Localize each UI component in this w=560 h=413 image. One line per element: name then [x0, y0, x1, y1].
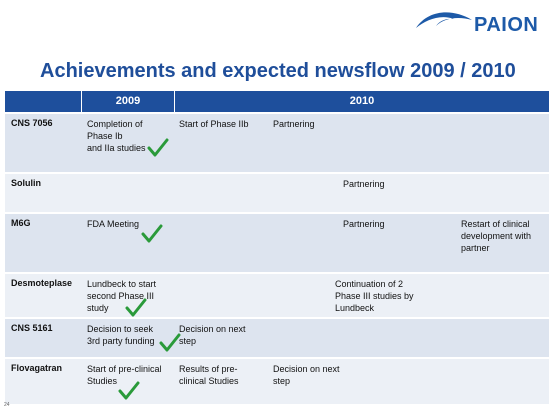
milestone-text: Partnering — [343, 218, 385, 230]
milestone-line: clinical Studies — [179, 376, 239, 386]
row-label: CNS 7056 — [11, 118, 53, 128]
header-2010: 2010 — [175, 91, 549, 112]
milestone-line: Partnering — [343, 219, 385, 229]
milestone-line: step — [179, 336, 197, 346]
table-row: Flovagatran Start of pre-clinical Studies R… — [5, 359, 549, 404]
check-icon — [118, 381, 140, 400]
check-icon — [141, 224, 163, 243]
milestone-text: Decision on next step — [273, 363, 340, 387]
milestone-line: partner — [461, 243, 490, 253]
milestone-text: FDA Meeting — [87, 218, 139, 230]
page-title: Achievements and expected newsflow 2009 … — [40, 60, 516, 82]
milestone-text: Completion of Phase Ib and IIa studies — [87, 118, 146, 154]
milestone-line: Completion of — [87, 119, 143, 129]
header-blank — [5, 91, 81, 112]
table-row: M6G FDA Meeting Partnering Restart of clini… — [5, 214, 549, 272]
milestone-text: Start of Phase IIb — [179, 118, 249, 130]
newsflow-table: 2009 2010 CNS 7056 Completion of Phase Ib a… — [5, 91, 549, 404]
milestone-text: Continuation of 2 Phase III studies by Lun… — [335, 278, 414, 314]
milestone-text: Decision to seek 3rd party funding — [87, 323, 155, 347]
table-row: CNS 7056 Completion of Phase Ib and IIa stu… — [5, 114, 549, 172]
milestone-text: Lundbeck to start second Phase III study — [87, 278, 156, 314]
milestone-line: Start of pre-clinical — [87, 364, 162, 374]
row-label: Flovagatran — [11, 363, 63, 373]
row-label: Solulin — [11, 178, 41, 188]
milestone-line: Phase III studies by — [335, 291, 414, 301]
row-label: CNS 5161 — [11, 323, 53, 333]
milestone-text: Restart of clinical development with partn… — [461, 218, 531, 254]
milestone-line: FDA Meeting — [87, 219, 140, 229]
milestone-line: 3rd party funding — [87, 336, 155, 346]
milestone-line: development with — [461, 231, 532, 241]
milestone-text: Decision on next step — [179, 323, 246, 347]
milestone-line: Phase Ib — [87, 131, 123, 141]
milestone-line: Continuation of 2 — [335, 279, 404, 289]
check-icon — [147, 138, 169, 157]
milestone-line: second Phase III — [87, 291, 155, 301]
milestone-line: study — [87, 303, 109, 313]
header-2009: 2009 — [82, 91, 174, 112]
paion-logo-icon — [416, 12, 472, 28]
row-label: Desmoteplase — [11, 278, 73, 288]
milestone-line: Results of pre- — [179, 364, 238, 374]
milestone-line: Studies — [87, 376, 118, 386]
milestone-line: Decision to seek — [87, 324, 154, 334]
table-row: CNS 5161 Decision to seek 3rd party fundin… — [5, 319, 549, 357]
milestone-text: Start of pre-clinical Studies — [87, 363, 162, 387]
milestone-line: Restart of clinical — [461, 219, 530, 229]
milestone-line: Lundbeck to start — [87, 279, 157, 289]
check-icon — [125, 298, 147, 317]
paion-logo: PAION — [414, 6, 542, 40]
slide-footer-mark: 24 — [4, 402, 10, 408]
milestone-line: step — [273, 376, 291, 386]
table-row: Desmoteplase Lundbeck to start second Phas… — [5, 274, 549, 317]
milestone-line: Partnering — [273, 119, 315, 129]
milestone-line: Start of Phase IIb — [179, 119, 249, 129]
milestone-text: Partnering — [273, 118, 315, 130]
check-icon — [159, 333, 181, 352]
milestone-line: Decision on next — [273, 364, 340, 374]
brand-name: PAION — [474, 14, 539, 36]
milestone-line: Lundbeck — [335, 303, 375, 313]
milestone-text: Results of pre-clinical Studies — [179, 363, 239, 387]
milestone-line: and IIa studies — [87, 143, 146, 153]
milestone-text: Partnering — [343, 178, 385, 190]
milestone-line: Partnering — [343, 179, 385, 189]
table-row: Solulin Partnering — [5, 174, 549, 212]
row-label: M6G — [11, 218, 31, 228]
milestone-line: Decision on next — [179, 324, 246, 334]
